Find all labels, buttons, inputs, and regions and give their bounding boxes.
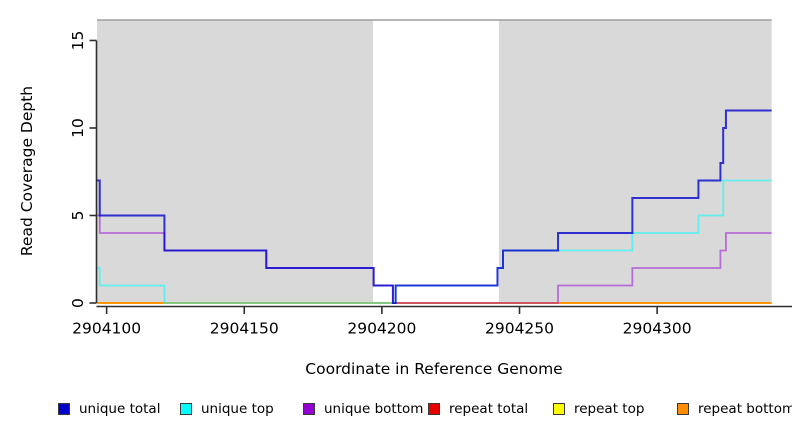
x-tick-label: 2904300 (623, 320, 692, 338)
series-line-unique-total (97, 109, 772, 304)
y-tick-label: 0 (69, 298, 87, 308)
y-tick-label: 15 (69, 31, 87, 51)
shaded-region-0 (97, 20, 374, 303)
x-axis-title: Coordinate in Reference Genome (305, 360, 563, 378)
x-tick-label: 2904100 (72, 320, 141, 338)
x-tick-label: 2904150 (210, 320, 279, 338)
x-tick-label: 2904200 (347, 320, 416, 338)
y-axis-title: Read Coverage Depth (18, 85, 36, 257)
y-tick-label: 5 (69, 211, 87, 221)
x-tick-label: 2904250 (485, 320, 554, 338)
shaded-region-1 (498, 20, 772, 303)
y-tick-label: 10 (69, 118, 87, 138)
